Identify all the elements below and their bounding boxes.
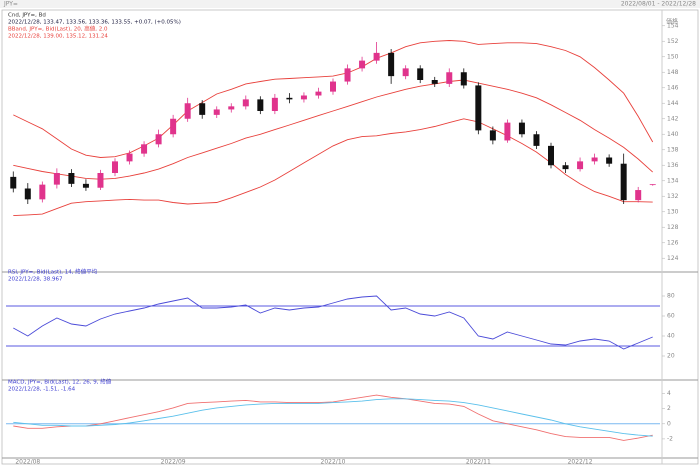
candle-body [388, 52, 395, 77]
candle-body [242, 99, 249, 107]
candle-body [402, 68, 409, 77]
y-tick-label: 154 [667, 22, 679, 29]
candle-body [170, 118, 177, 135]
candle-body [577, 161, 584, 170]
y-tick-label: 130 [667, 208, 679, 215]
candle-body [82, 183, 89, 188]
band-lower [13, 118, 653, 217]
indicator-line [13, 398, 653, 437]
legend-values: 2022/12/28, 139.00, 135.12, 131.24 [8, 34, 108, 40]
y-tick-label: 132 [667, 193, 679, 200]
candle-body [649, 184, 656, 186]
candle-body [228, 106, 235, 110]
candle-body [475, 85, 482, 131]
y-tick-label: 124 [667, 255, 679, 262]
x-tick-label: 2022/11 [466, 459, 491, 466]
y-tick-label: 0 [667, 420, 671, 427]
y-tick-label: 4 [667, 390, 671, 397]
candle-body [431, 80, 438, 84]
candle-body [489, 130, 496, 141]
candle-body [141, 144, 148, 154]
y-tick-label: 60 [667, 313, 675, 320]
y-tick-label: -2 [667, 435, 673, 442]
candle-body [199, 103, 206, 115]
x-tick-label: 2022/10 [321, 459, 346, 466]
y-tick-label: 80 [667, 293, 675, 300]
candle-body [112, 161, 118, 173]
candle-body [359, 60, 366, 69]
legend-title: Cnd, JPY=, Bd [8, 13, 46, 19]
candle-body [344, 68, 351, 82]
y-tick-label: 2 [667, 405, 671, 412]
top-strip [0, 0, 700, 8]
candle-body [417, 68, 424, 80]
candle-body [213, 109, 220, 115]
y-tick-label: 150 [667, 53, 679, 60]
legend-values: 2022/12/28, -1.51, -1.64 [8, 387, 76, 393]
candle-body [271, 97, 278, 111]
y-tick-label: 152 [667, 38, 679, 45]
candle-body [155, 134, 162, 145]
candle-body [330, 81, 336, 92]
legend-values: 2022/12/28, 38.967 [8, 277, 63, 283]
candle-body [533, 134, 540, 146]
indicator-line [13, 295, 653, 350]
candle-body [606, 157, 613, 164]
candle-body [620, 163, 627, 201]
candle-body [300, 95, 307, 100]
candle-body [53, 173, 60, 185]
axis-title: 価格 [666, 18, 678, 26]
y-tick-label: 142 [667, 115, 679, 122]
x-tick-label: 2022/12 [568, 459, 593, 466]
band-upper [13, 40, 654, 158]
legend-title: MACD, JPY=, Bid(Last), 12, 26, 9, 終値 [8, 378, 112, 386]
candle-body [39, 184, 46, 200]
candle-body [184, 103, 191, 119]
candle-body [460, 72, 467, 86]
y-tick-label: 20 [667, 353, 675, 360]
x-tick-label: 2022/08 [15, 459, 40, 466]
legend-entry: BBand, JPY=, Bid(Last), 20, 高値, 2.0 [8, 25, 108, 33]
x-tick-label: 2022/09 [161, 459, 186, 466]
candle-body [126, 153, 133, 162]
legend-values: 2022/12/28, 133.47, 133.56, 133.36, 133.… [8, 20, 181, 26]
candle-body [286, 97, 293, 100]
candle-body [24, 188, 31, 200]
y-tick-label: 138 [667, 146, 679, 153]
candle-body [315, 91, 322, 96]
candle-body [446, 72, 453, 84]
header-left: JPY= [3, 1, 18, 8]
y-tick-label: 146 [667, 84, 679, 91]
candle-body [562, 165, 569, 170]
y-tick-label: 144 [667, 100, 679, 107]
indicator-line [13, 394, 653, 441]
candle-body [257, 99, 264, 111]
candle-body [97, 173, 104, 188]
y-tick-label: 134 [667, 177, 679, 184]
y-tick-label: 126 [667, 239, 679, 246]
candle-body [10, 176, 17, 189]
candle-body [635, 190, 642, 201]
header-right: 2022/08/01 - 2022/12/28 [621, 1, 696, 8]
candle-body [68, 173, 75, 184]
y-tick-label: 140 [667, 131, 679, 138]
candle-body [548, 145, 554, 166]
candle-body [591, 157, 598, 162]
y-tick-label: 148 [667, 69, 679, 76]
legend-title: RSI, JPY=, Bid(Last), 14, 終値平均 [8, 268, 98, 276]
candle-body [518, 122, 525, 135]
candle-body [373, 52, 380, 61]
band-middle [13, 79, 654, 180]
y-tick-label: 40 [667, 333, 675, 340]
candle-body [504, 122, 511, 141]
y-tick-label: 136 [667, 162, 679, 169]
y-tick-label: 128 [667, 224, 679, 231]
frame [1, 9, 699, 465]
